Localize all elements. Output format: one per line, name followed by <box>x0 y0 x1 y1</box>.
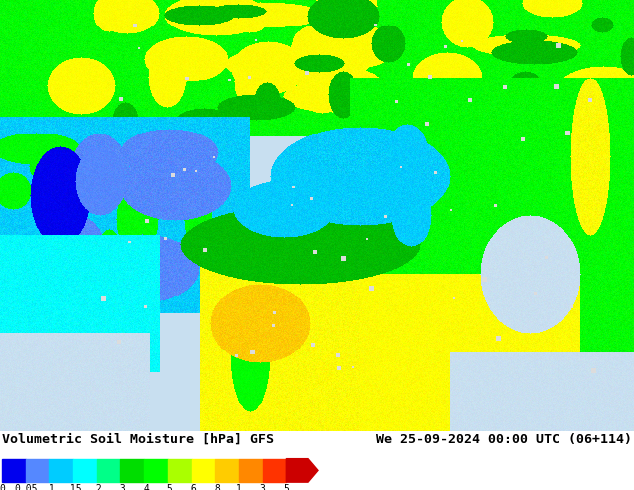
Polygon shape <box>73 459 97 482</box>
Text: 3: 3 <box>260 484 266 490</box>
Text: .6: .6 <box>186 484 197 490</box>
Text: .15: .15 <box>64 484 82 490</box>
Polygon shape <box>287 459 318 482</box>
Polygon shape <box>191 459 215 482</box>
Text: 0.05: 0.05 <box>14 484 37 490</box>
Text: .3: .3 <box>115 484 126 490</box>
Polygon shape <box>215 459 239 482</box>
Text: 0: 0 <box>0 484 5 490</box>
Polygon shape <box>168 459 191 482</box>
Polygon shape <box>144 459 168 482</box>
Text: Volumetric Soil Moisture [hPa] GFS: Volumetric Soil Moisture [hPa] GFS <box>2 433 274 446</box>
Text: .1: .1 <box>44 484 55 490</box>
Polygon shape <box>26 459 49 482</box>
Polygon shape <box>120 459 144 482</box>
Text: .4: .4 <box>138 484 150 490</box>
Polygon shape <box>2 459 26 482</box>
Polygon shape <box>239 459 262 482</box>
Polygon shape <box>262 459 287 482</box>
Text: .5: .5 <box>162 484 174 490</box>
Text: 1: 1 <box>236 484 242 490</box>
Polygon shape <box>49 459 73 482</box>
Text: .8: .8 <box>209 484 221 490</box>
Text: 5: 5 <box>283 484 289 490</box>
Text: .2: .2 <box>91 484 103 490</box>
Polygon shape <box>97 459 120 482</box>
Text: We 25-09-2024 00:00 UTC (06+114): We 25-09-2024 00:00 UTC (06+114) <box>376 433 632 446</box>
